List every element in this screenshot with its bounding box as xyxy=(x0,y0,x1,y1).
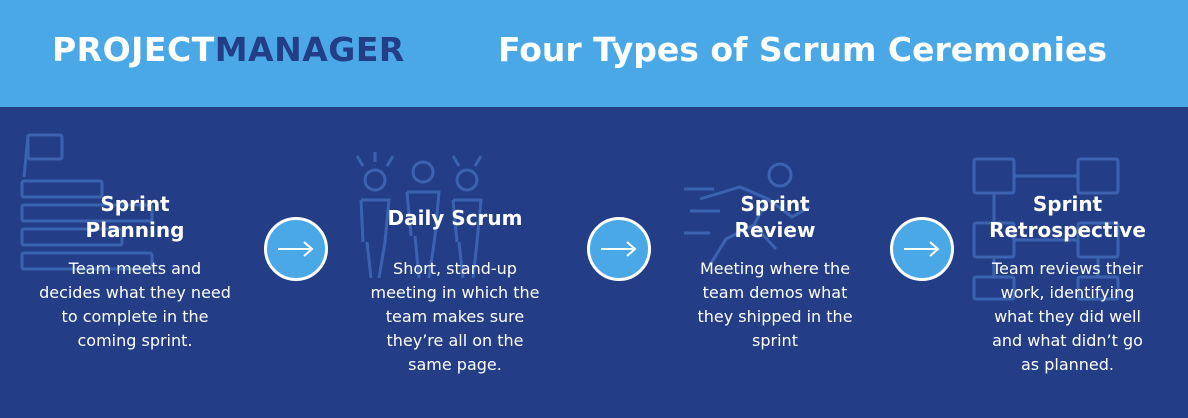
ceremony-description: Team meets and decides what they need to… xyxy=(0,257,270,353)
ceremony-description: Team reviews their work, identifying wha… xyxy=(955,257,1180,377)
body-line: sprint xyxy=(752,331,798,350)
body-line: to complete in the xyxy=(61,307,209,326)
body-line: Team reviews their xyxy=(992,259,1143,278)
heading-line: Retrospective xyxy=(989,218,1146,242)
body-line: what they did well xyxy=(994,307,1141,326)
body-line: work, identifying xyxy=(1000,283,1135,302)
body-line: they’re all on the xyxy=(386,331,524,350)
body-line: meeting in which the xyxy=(370,283,540,302)
body-line: same page. xyxy=(408,355,502,374)
ceremony-description: Meeting where the team demos what they s… xyxy=(660,257,890,353)
projectmanager-logo: PROJECTMANAGER xyxy=(52,30,405,69)
heading-line: Sprint xyxy=(740,192,810,216)
logo-part-project: PROJECT xyxy=(52,30,215,69)
arrow-right-icon xyxy=(890,217,954,281)
body-line: Meeting where the xyxy=(699,259,851,278)
heading-line: Review xyxy=(734,218,816,242)
page-title: Four Types of Scrum Ceremonies xyxy=(498,30,1108,69)
heading-line: Planning xyxy=(85,218,185,242)
ceremony-description: Short, stand-up meeting in which the tea… xyxy=(335,257,575,377)
ceremony-heading: Sprint Review xyxy=(660,191,890,243)
body-line: coming sprint. xyxy=(77,331,193,350)
body-line: team demos what xyxy=(702,283,848,302)
flag-plan-icon xyxy=(14,129,164,279)
arrow-right-icon xyxy=(587,217,651,281)
body-line: decides what they need xyxy=(39,283,231,302)
header-banner: PROJECTMANAGER Four Types of Scrum Cerem… xyxy=(0,0,1188,107)
body-line: as planned. xyxy=(1021,355,1114,374)
body-line: team makes sure xyxy=(385,307,525,326)
ceremony-heading: Sprint Retrospective xyxy=(955,191,1180,243)
body-line: and what didn’t go xyxy=(992,331,1143,350)
heading-line: Sprint xyxy=(100,192,170,216)
heading-line: Sprint xyxy=(1032,192,1103,216)
runner-icon xyxy=(680,159,830,269)
logo-part-manager: MANAGER xyxy=(214,30,405,69)
body-line: Team meets and xyxy=(68,259,202,278)
arrow-right-icon xyxy=(264,217,328,281)
ceremony-heading: Sprint Planning xyxy=(0,191,270,243)
ceremonies-panel: Sprint Planning Team meets and decides w… xyxy=(0,107,1188,418)
flowchart-icon xyxy=(968,153,1148,303)
heading-line: Daily Scrum xyxy=(387,206,523,230)
body-line: they shipped in the xyxy=(697,307,853,326)
standup-people-icon xyxy=(345,152,505,282)
body-line: Short, stand-up xyxy=(393,259,517,278)
ceremony-heading: Daily Scrum xyxy=(335,205,575,231)
